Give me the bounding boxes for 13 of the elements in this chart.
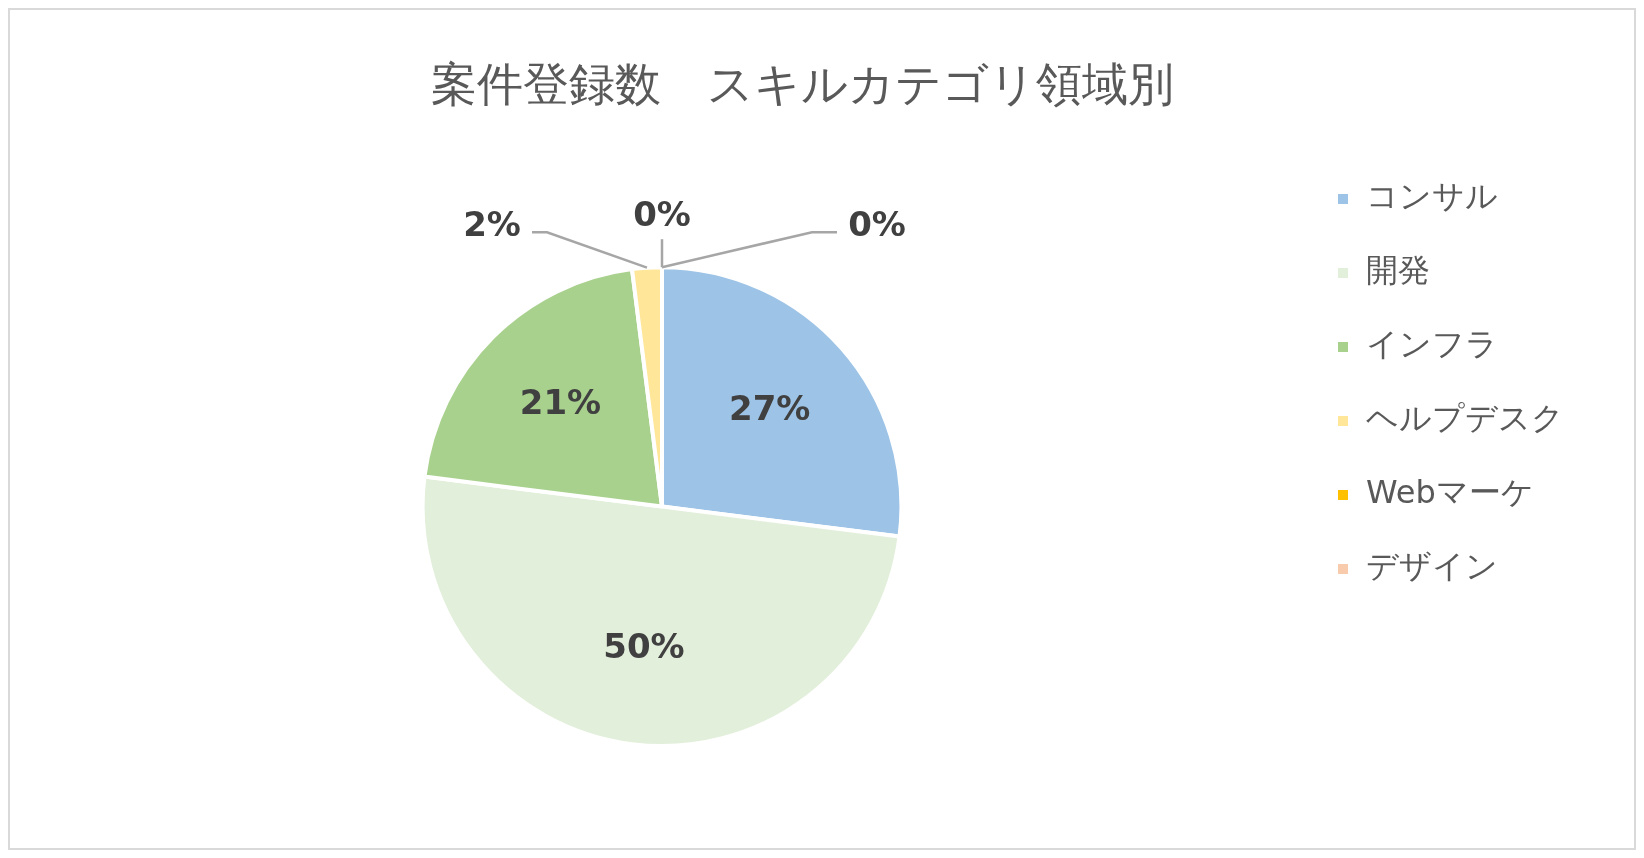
legend-label: デザイン <box>1366 547 1498 586</box>
legend-label: 開発 <box>1366 251 1430 290</box>
text: 0% <box>848 204 906 245</box>
legend-label: Webマーケ <box>1366 473 1534 512</box>
data-label: 27% <box>729 388 811 429</box>
legend-label: ヘルプデスク <box>1366 399 1564 438</box>
text: 0% <box>633 194 691 235</box>
legend-label: コンサル <box>1366 177 1498 216</box>
chart-title: 案件登録数 スキルカテゴリ領域別 <box>430 56 1174 111</box>
data-label: 50% <box>603 625 685 666</box>
data-label: 21% <box>519 381 602 422</box>
legend-label: インフラ <box>1366 325 1498 364</box>
data-label: 2% <box>463 204 521 245</box>
